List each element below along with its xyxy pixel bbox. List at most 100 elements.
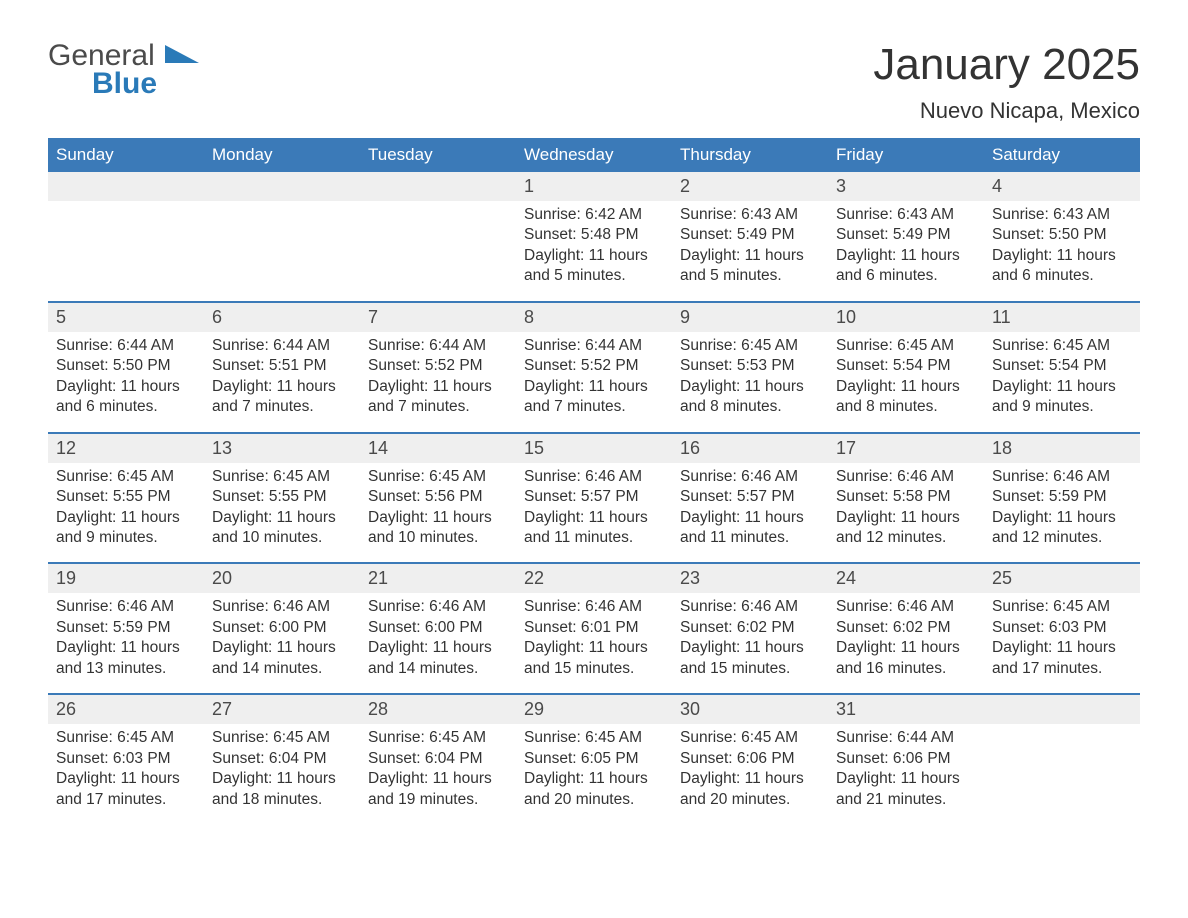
calendar-cell-day-14: 14Sunrise: 6:45 AMSunset: 5:56 PMDayligh… (360, 434, 516, 563)
sunrise-line: Sunrise: 6:46 AM (524, 467, 664, 487)
calendar-cell-day-26: 26Sunrise: 6:45 AMSunset: 6:03 PMDayligh… (48, 695, 204, 824)
calendar-cell-day-7: 7Sunrise: 6:44 AMSunset: 5:52 PMDaylight… (360, 303, 516, 432)
calendar-cell-day-18: 18Sunrise: 6:46 AMSunset: 5:59 PMDayligh… (984, 434, 1140, 563)
daylight-line-2: and 21 minutes. (836, 790, 976, 810)
day-details: Sunrise: 6:46 AMSunset: 5:59 PMDaylight:… (984, 463, 1140, 563)
daylight-line-1: Daylight: 11 hours (836, 769, 976, 789)
daylight-line-2: and 14 minutes. (212, 659, 352, 679)
sunrise-line: Sunrise: 6:43 AM (836, 205, 976, 225)
calendar-week-row: 1Sunrise: 6:42 AMSunset: 5:48 PMDaylight… (48, 172, 1140, 301)
sunset-line: Sunset: 5:56 PM (368, 487, 508, 507)
day-number: 3 (828, 172, 984, 201)
daylight-line-1: Daylight: 11 hours (992, 638, 1132, 658)
daylight-line-1: Daylight: 11 hours (836, 638, 976, 658)
calendar-week-row: 5Sunrise: 6:44 AMSunset: 5:50 PMDaylight… (48, 301, 1140, 432)
sunrise-line: Sunrise: 6:45 AM (212, 467, 352, 487)
day-number: 15 (516, 434, 672, 463)
weekday-header-sunday: Sunday (48, 138, 204, 172)
day-number: 17 (828, 434, 984, 463)
day-details: Sunrise: 6:44 AMSunset: 5:50 PMDaylight:… (48, 332, 204, 432)
calendar-cell-day-23: 23Sunrise: 6:46 AMSunset: 6:02 PMDayligh… (672, 564, 828, 693)
sunset-line: Sunset: 6:00 PM (212, 618, 352, 638)
daylight-line-1: Daylight: 11 hours (368, 508, 508, 528)
day-details: Sunrise: 6:43 AMSunset: 5:49 PMDaylight:… (828, 201, 984, 301)
sunset-line: Sunset: 5:51 PM (212, 356, 352, 376)
daylight-line-1: Daylight: 11 hours (56, 508, 196, 528)
sunrise-line: Sunrise: 6:45 AM (368, 728, 508, 748)
daylight-line-2: and 19 minutes. (368, 790, 508, 810)
logo-flag-icon (165, 39, 199, 72)
day-number: 28 (360, 695, 516, 724)
sunrise-line: Sunrise: 6:46 AM (524, 597, 664, 617)
daylight-line-1: Daylight: 11 hours (992, 246, 1132, 266)
day-number: 21 (360, 564, 516, 593)
day-details (984, 724, 1140, 742)
daylight-line-2: and 11 minutes. (680, 528, 820, 548)
daylight-line-1: Daylight: 11 hours (56, 638, 196, 658)
day-details: Sunrise: 6:46 AMSunset: 5:57 PMDaylight:… (672, 463, 828, 563)
daylight-line-2: and 12 minutes. (992, 528, 1132, 548)
day-number: 24 (828, 564, 984, 593)
calendar-body: 1Sunrise: 6:42 AMSunset: 5:48 PMDaylight… (48, 172, 1140, 824)
day-details: Sunrise: 6:46 AMSunset: 6:00 PMDaylight:… (204, 593, 360, 693)
sunrise-line: Sunrise: 6:46 AM (992, 467, 1132, 487)
daylight-line-1: Daylight: 11 hours (524, 508, 664, 528)
daylight-line-2: and 15 minutes. (524, 659, 664, 679)
day-details: Sunrise: 6:46 AMSunset: 5:57 PMDaylight:… (516, 463, 672, 563)
calendar: SundayMondayTuesdayWednesdayThursdayFrid… (48, 138, 1140, 824)
daylight-line-2: and 8 minutes. (836, 397, 976, 417)
sunset-line: Sunset: 5:49 PM (836, 225, 976, 245)
calendar-cell-day-21: 21Sunrise: 6:46 AMSunset: 6:00 PMDayligh… (360, 564, 516, 693)
daylight-line-2: and 7 minutes. (368, 397, 508, 417)
daylight-line-1: Daylight: 11 hours (56, 377, 196, 397)
sunrise-line: Sunrise: 6:45 AM (212, 728, 352, 748)
sunrise-line: Sunrise: 6:42 AM (524, 205, 664, 225)
weekday-header-tuesday: Tuesday (360, 138, 516, 172)
calendar-cell-day-13: 13Sunrise: 6:45 AMSunset: 5:55 PMDayligh… (204, 434, 360, 563)
sunrise-line: Sunrise: 6:45 AM (680, 728, 820, 748)
day-number: 27 (204, 695, 360, 724)
day-details: Sunrise: 6:43 AMSunset: 5:49 PMDaylight:… (672, 201, 828, 301)
daylight-line-2: and 6 minutes. (56, 397, 196, 417)
sunrise-line: Sunrise: 6:45 AM (56, 728, 196, 748)
day-number: 7 (360, 303, 516, 332)
calendar-cell-day-3: 3Sunrise: 6:43 AMSunset: 5:49 PMDaylight… (828, 172, 984, 301)
daylight-line-2: and 10 minutes. (212, 528, 352, 548)
daylight-line-1: Daylight: 11 hours (680, 638, 820, 658)
sunset-line: Sunset: 6:04 PM (212, 749, 352, 769)
daylight-line-2: and 6 minutes. (992, 266, 1132, 286)
day-number: 11 (984, 303, 1140, 332)
daylight-line-1: Daylight: 11 hours (56, 769, 196, 789)
daylight-line-2: and 8 minutes. (680, 397, 820, 417)
sunrise-line: Sunrise: 6:44 AM (836, 728, 976, 748)
month-title: January 2025 (873, 40, 1140, 90)
daylight-line-1: Daylight: 11 hours (992, 508, 1132, 528)
sunset-line: Sunset: 5:52 PM (368, 356, 508, 376)
calendar-cell-day-29: 29Sunrise: 6:45 AMSunset: 6:05 PMDayligh… (516, 695, 672, 824)
sunrise-line: Sunrise: 6:46 AM (680, 597, 820, 617)
sunrise-line: Sunrise: 6:45 AM (992, 336, 1132, 356)
sunset-line: Sunset: 5:57 PM (524, 487, 664, 507)
calendar-cell-day-19: 19Sunrise: 6:46 AMSunset: 5:59 PMDayligh… (48, 564, 204, 693)
calendar-cell-day-24: 24Sunrise: 6:46 AMSunset: 6:02 PMDayligh… (828, 564, 984, 693)
daylight-line-1: Daylight: 11 hours (524, 246, 664, 266)
day-details: Sunrise: 6:44 AMSunset: 5:52 PMDaylight:… (360, 332, 516, 432)
day-number: 12 (48, 434, 204, 463)
sunrise-line: Sunrise: 6:43 AM (680, 205, 820, 225)
day-number: 14 (360, 434, 516, 463)
day-number: 1 (516, 172, 672, 201)
day-details (360, 201, 516, 219)
day-details: Sunrise: 6:44 AMSunset: 5:52 PMDaylight:… (516, 332, 672, 432)
daylight-line-1: Daylight: 11 hours (212, 769, 352, 789)
day-details: Sunrise: 6:42 AMSunset: 5:48 PMDaylight:… (516, 201, 672, 301)
day-details: Sunrise: 6:46 AMSunset: 6:01 PMDaylight:… (516, 593, 672, 693)
calendar-week-row: 19Sunrise: 6:46 AMSunset: 5:59 PMDayligh… (48, 562, 1140, 693)
day-number (984, 695, 1140, 724)
day-number: 26 (48, 695, 204, 724)
sunrise-line: Sunrise: 6:45 AM (992, 597, 1132, 617)
daylight-line-2: and 15 minutes. (680, 659, 820, 679)
day-number: 31 (828, 695, 984, 724)
calendar-cell-day-31: 31Sunrise: 6:44 AMSunset: 6:06 PMDayligh… (828, 695, 984, 824)
sunset-line: Sunset: 5:58 PM (836, 487, 976, 507)
sunset-line: Sunset: 5:59 PM (992, 487, 1132, 507)
